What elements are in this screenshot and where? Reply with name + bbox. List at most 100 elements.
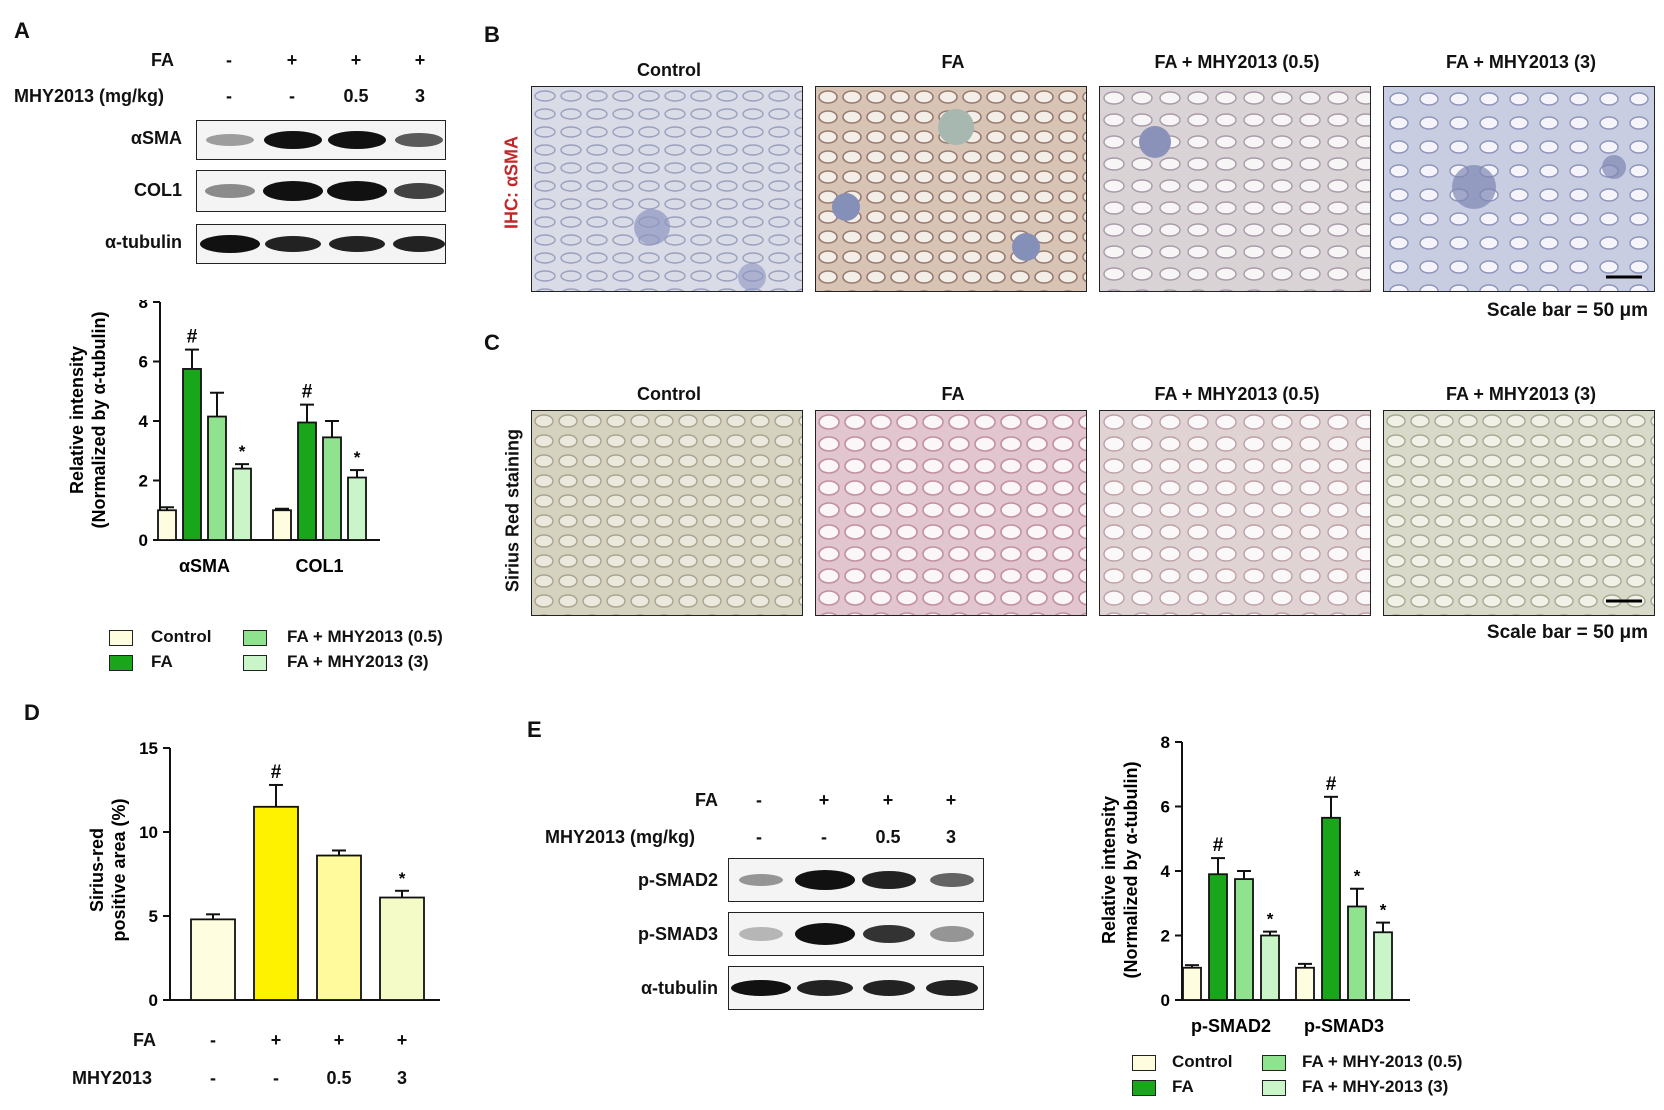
panel-letter-e: E <box>527 717 542 742</box>
blot-label-psmad3: p-SMAD3 <box>638 924 718 944</box>
lane-value: 0.5 <box>875 827 901 847</box>
legend-label: FA + MHY-2013 (3) <box>1302 1077 1449 1096</box>
row-label-mhy: MHY2013 <box>72 1068 153 1088</box>
legend-label: FA + MHY-2013 (0.5) <box>1302 1052 1463 1071</box>
micrograph-sirius-fa <box>815 410 1087 616</box>
significance-mark: # <box>187 327 198 348</box>
bar <box>1260 934 1280 1001</box>
significance-mark: * <box>1354 867 1361 886</box>
lane-value: + <box>333 1030 345 1050</box>
x-category-label: αSMA <box>179 556 230 576</box>
bar <box>1182 966 1202 1001</box>
y-axis-label-line: positive area (%) <box>109 798 129 941</box>
legend-swatch <box>1262 1055 1286 1071</box>
lane-value: 0.5 <box>326 1068 352 1088</box>
y-tick-label: 0 <box>1161 991 1170 1010</box>
bar <box>190 918 236 1001</box>
row-label-fa: FA <box>694 790 718 810</box>
blot-band-tubulin <box>196 224 446 264</box>
blot-bands <box>206 131 443 149</box>
side-label-sirius: Sirius Red staining <box>502 428 523 593</box>
y-axis-label: Relative intensity (Normalized by α-tubul… <box>1099 761 1141 978</box>
chart-e: 0 2 4 6 8 Relative intensity (Normalized by α-… <box>1099 733 1410 1036</box>
lane-value: - <box>756 790 762 810</box>
legend-label: Control <box>151 627 212 646</box>
micrograph-sirius-control <box>531 410 803 616</box>
y-tick-label: 2 <box>1161 927 1170 946</box>
bar <box>347 476 367 541</box>
row-label-fa: FA <box>150 50 174 70</box>
bar <box>379 896 425 1001</box>
lane-value: 0.5 <box>343 86 369 106</box>
significance-mark: # <box>1326 774 1337 795</box>
image-title: FA <box>941 52 965 72</box>
significance-mark: * <box>239 442 246 461</box>
image-title: Control <box>637 384 701 404</box>
panel-letter-d: D <box>24 700 40 725</box>
significance-mark: # <box>302 382 313 403</box>
row-label-mhy: MHY2013 (mg/kg) <box>14 86 165 106</box>
lane-value: + <box>945 790 957 810</box>
lane-value: + <box>396 1030 408 1050</box>
x-category-label: COL1 <box>295 556 343 576</box>
micrograph-ihc-fa <box>815 86 1087 292</box>
blot-band-asma <box>196 120 446 160</box>
significance-mark: * <box>399 869 406 888</box>
row-label-fa: FA <box>132 1030 156 1050</box>
chart-a: 0 2 4 6 8 Relative intensity (Normalized by α-… <box>67 300 380 576</box>
lane-value: + <box>882 790 894 810</box>
legend-swatch <box>109 655 133 671</box>
bar <box>1373 931 1393 1001</box>
bar <box>182 368 202 541</box>
blot-band-tubulin <box>728 966 984 1010</box>
y-tick-label: 0 <box>149 991 158 1010</box>
image-title: FA <box>941 384 965 404</box>
blot-bands <box>739 870 974 890</box>
legend-label: Control <box>1172 1052 1233 1071</box>
legend-label: FA <box>151 652 173 671</box>
lane-value: - <box>273 1068 279 1088</box>
lane-value: + <box>414 50 426 70</box>
bar <box>1234 878 1254 1001</box>
bar <box>253 805 299 1001</box>
legend-swatch <box>1262 1080 1286 1096</box>
significance-mark: * <box>354 448 361 467</box>
blot-bands <box>205 181 444 201</box>
bar <box>1295 966 1315 1001</box>
y-axis-label-line: Sirius-red <box>87 828 107 912</box>
legend-swatch <box>243 630 267 646</box>
legend-label: FA <box>1172 1077 1194 1096</box>
bar <box>207 415 227 541</box>
micrograph-ihc-mhy3 <box>1383 86 1655 292</box>
x-category-label: p-SMAD2 <box>1191 1016 1271 1036</box>
bar <box>1208 873 1228 1001</box>
legend-swatch <box>109 630 133 646</box>
lane-value: + <box>350 50 362 70</box>
legend-swatch <box>1132 1080 1156 1096</box>
bar <box>322 436 342 541</box>
lane-value: + <box>286 50 298 70</box>
micrograph-sirius-mhy05 <box>1099 410 1371 616</box>
y-tick-label: 6 <box>1161 798 1170 817</box>
blot-label-asma: αSMA <box>130 128 182 148</box>
bar <box>297 421 317 541</box>
y-axis-label-line: (Normalized by α-tubulin) <box>1121 761 1141 978</box>
legend-label: FA + MHY2013 (3) <box>287 652 429 671</box>
image-title: FA + MHY2013 (0.5) <box>1154 52 1320 72</box>
lane-value: - <box>226 86 232 106</box>
lane-value: - <box>289 86 295 106</box>
lane-value: + <box>818 790 830 810</box>
y-axis-label: Relative intensity (Normalized by α-tubul… <box>67 311 109 528</box>
y-tick-label: 2 <box>139 472 148 491</box>
significance-mark: # <box>1213 835 1224 856</box>
y-tick-label: 10 <box>139 823 158 842</box>
blot-label-col1: COL1 <box>133 180 182 200</box>
lane-value: 3 <box>414 86 426 106</box>
scale-bar-label: Scale bar = 50 μm <box>1486 622 1648 643</box>
lane-value: - <box>756 827 762 847</box>
significance-mark: * <box>1380 901 1387 920</box>
lane-value: - <box>210 1030 216 1050</box>
image-title: FA + MHY2013 (3) <box>1446 52 1596 72</box>
blot-bands <box>731 980 978 996</box>
blot-label-tubulin: α-tubulin <box>104 232 182 252</box>
